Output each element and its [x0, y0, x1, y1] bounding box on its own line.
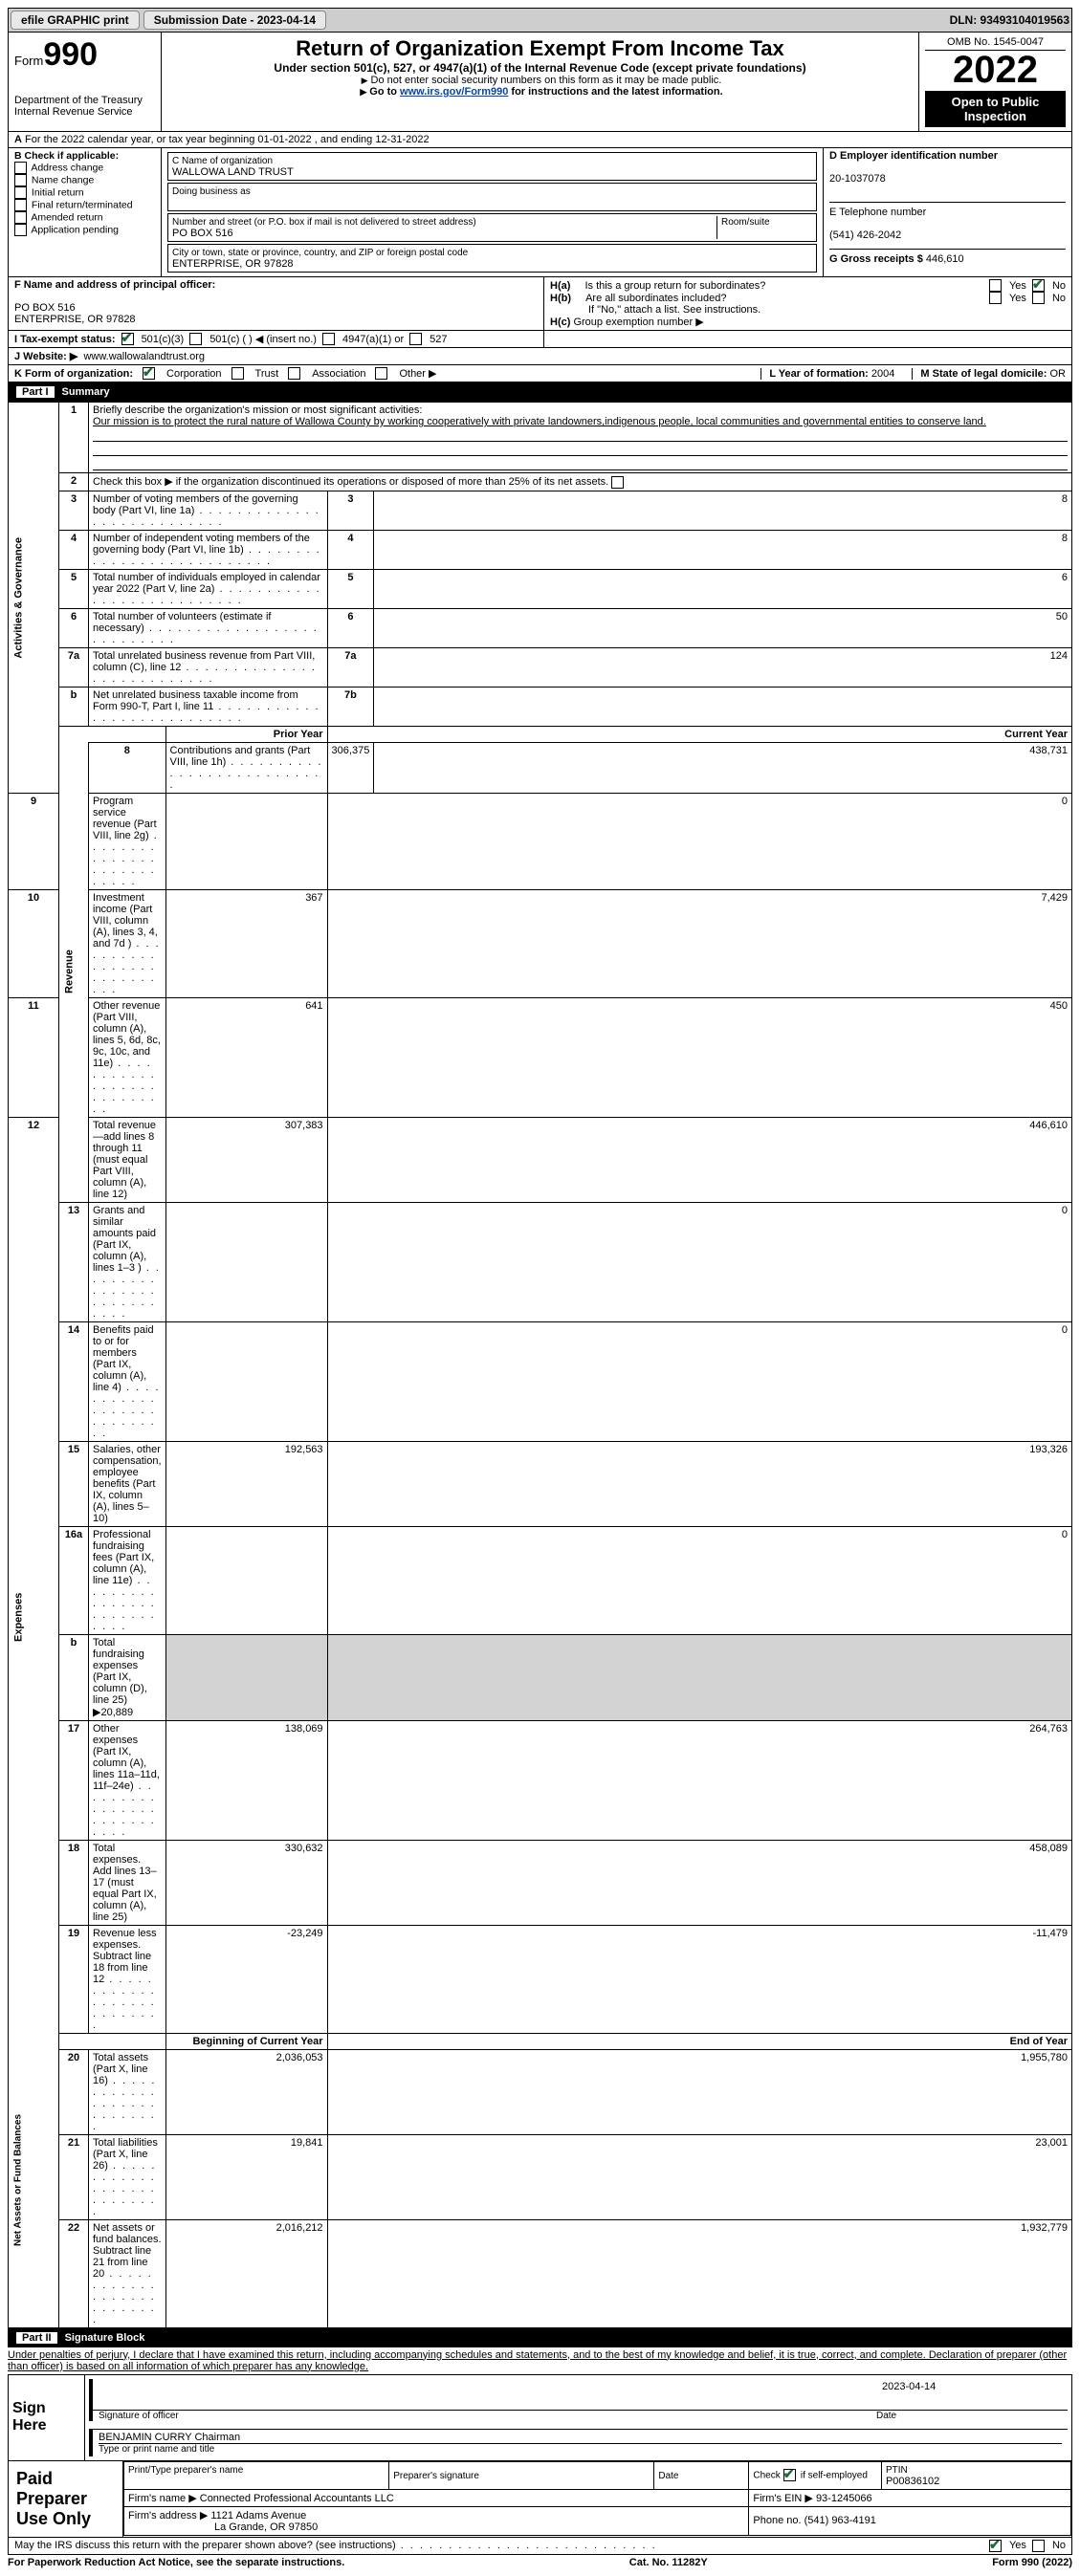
- form-header: Form990 Department of the Treasury Inter…: [8, 33, 1072, 132]
- summary-table: Activities & Governance 1 Briefly descri…: [8, 402, 1072, 2328]
- website: www.wallowalandtrust.org: [83, 351, 205, 362]
- b-opt-checkbox[interactable]: [14, 174, 27, 186]
- 4947-checkbox[interactable]: [322, 333, 335, 345]
- ha-yes-checkbox[interactable]: [989, 279, 1002, 292]
- form-number: Form990: [14, 36, 155, 74]
- b-opt-checkbox[interactable]: [14, 211, 27, 224]
- officer-group-section: F Name and address of principal officer:…: [8, 277, 1072, 331]
- discuss-yes-checkbox[interactable]: [989, 2540, 1002, 2552]
- gross-receipts: 446,610: [926, 253, 964, 265]
- discuss-no-checkbox[interactable]: [1032, 2540, 1045, 2552]
- self-employed-checkbox[interactable]: [783, 2469, 796, 2481]
- efile-button[interactable]: efile GRAPHIC print: [11, 11, 140, 30]
- trust-checkbox[interactable]: [231, 367, 244, 380]
- firm-ein: 93-1245066: [816, 2493, 872, 2504]
- page-footer: For Paperwork Reduction Act Notice, see …: [8, 2555, 1072, 2568]
- b-opt-checkbox[interactable]: [14, 224, 27, 236]
- ptin: P00836102: [886, 2476, 939, 2487]
- 501c3-checkbox[interactable]: [121, 333, 134, 345]
- part-ii-header: Part IISignature Block: [8, 2328, 1072, 2347]
- other-checkbox[interactable]: [375, 367, 387, 380]
- corp-checkbox[interactable]: [143, 367, 155, 380]
- period-row: A For the 2022 calendar year, or tax yea…: [8, 132, 1072, 148]
- discontinued-checkbox[interactable]: [611, 476, 624, 489]
- mission-text: Our mission is to protect the rural natu…: [93, 416, 986, 427]
- org-name: WALLOWA LAND TRUST: [172, 166, 294, 178]
- form-title: Return of Organization Exempt From Incom…: [167, 36, 913, 61]
- perjury-text: Under penalties of perjury, I declare th…: [8, 2347, 1072, 2374]
- irs-label: Internal Revenue Service: [14, 106, 155, 118]
- submission-date-button[interactable]: Submission Date - 2023-04-14: [143, 11, 326, 30]
- tax-year: 2022: [925, 51, 1066, 89]
- identity-section: B Check if applicable: Address change Na…: [8, 148, 1072, 277]
- firm-phone: (541) 963-4191: [804, 2515, 876, 2526]
- org-city: ENTERPRISE, OR 97828: [172, 258, 294, 270]
- hb-yes-checkbox[interactable]: [989, 292, 1002, 304]
- assoc-checkbox[interactable]: [288, 367, 300, 380]
- side-revenue: Revenue: [59, 742, 89, 1202]
- 527-checkbox[interactable]: [409, 333, 422, 345]
- ein: 20-1037078: [829, 173, 886, 185]
- 501c-checkbox[interactable]: [189, 333, 202, 345]
- side-expenses: Expenses: [9, 1202, 59, 2033]
- part-i-header: Part ISummary: [8, 382, 1072, 402]
- officer-name: BENJAMIN CURRY Chairman: [99, 2432, 240, 2443]
- sign-date: 2023-04-14: [876, 2379, 1068, 2410]
- org-address: PO BOX 516: [172, 228, 233, 239]
- dln-label: DLN: 93493104019563: [950, 13, 1069, 27]
- phone: (541) 426-2042: [829, 229, 901, 241]
- b-opt-checkbox[interactable]: [14, 199, 27, 211]
- b-opt-checkbox[interactable]: [14, 162, 27, 174]
- ha-no-checkbox[interactable]: [1032, 279, 1045, 292]
- firm-name: Connected Professional Accountants LLC: [200, 2493, 394, 2504]
- b-opt-checkbox[interactable]: [14, 186, 27, 199]
- discuss-question: May the IRS discuss this return with the…: [14, 2540, 983, 2551]
- top-bar: efile GRAPHIC print Submission Date - 20…: [8, 8, 1072, 33]
- side-netassets: Net Assets or Fund Balances: [9, 2033, 59, 2327]
- open-public-badge: Open to Public Inspection: [925, 91, 1066, 127]
- hb-no-checkbox[interactable]: [1032, 292, 1045, 304]
- irs-link[interactable]: www.irs.gov/Form990: [400, 86, 508, 98]
- dept-label: Department of the Treasury: [14, 95, 155, 106]
- paid-preparer-section: Paid Preparer Use Only Print/Type prepar…: [8, 2461, 1072, 2538]
- form-subtitle: Under section 501(c), 527, or 4947(a)(1)…: [167, 61, 913, 75]
- ssn-note: Do not enter social security numbers on …: [371, 75, 722, 86]
- side-activities: Activities & Governance: [9, 403, 59, 794]
- sign-here-section: Sign Here 2023-04-14 Signature of office…: [8, 2374, 1072, 2461]
- firm-address: 1121 Adams Avenue: [210, 2510, 306, 2521]
